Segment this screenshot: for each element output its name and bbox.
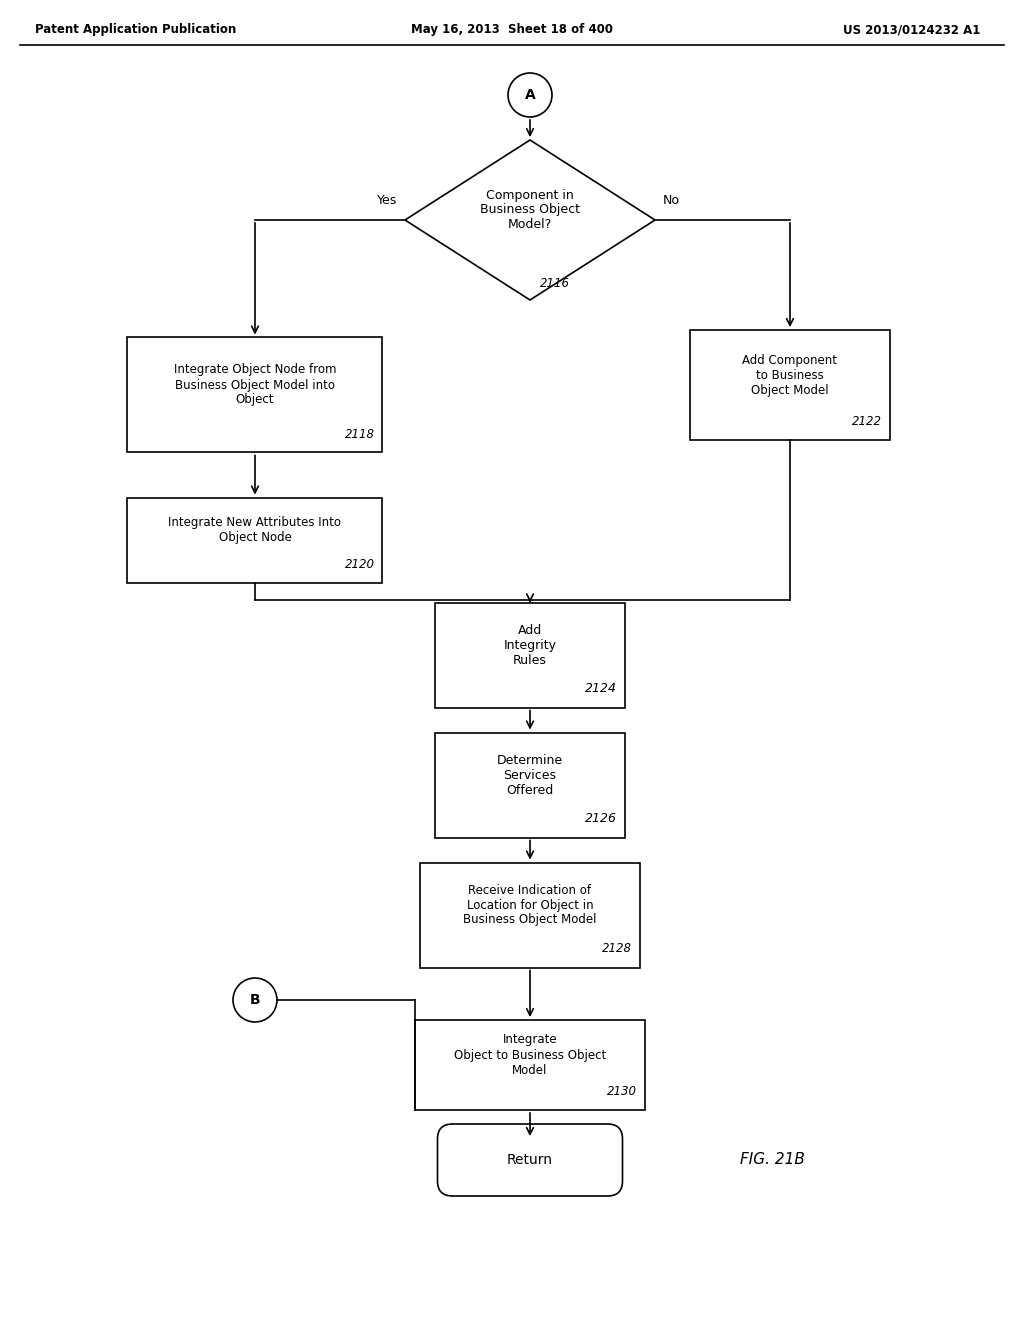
Bar bbox=[435, 602, 625, 708]
Text: A: A bbox=[524, 88, 536, 102]
Text: FIG. 21B: FIG. 21B bbox=[740, 1152, 805, 1167]
Text: Return: Return bbox=[507, 1152, 553, 1167]
Text: B: B bbox=[250, 993, 260, 1007]
Text: 2116: 2116 bbox=[540, 277, 570, 290]
Text: May 16, 2013  Sheet 18 of 400: May 16, 2013 Sheet 18 of 400 bbox=[411, 24, 613, 37]
Bar bbox=[690, 330, 890, 440]
Text: 2126: 2126 bbox=[585, 813, 617, 825]
Text: 2118: 2118 bbox=[344, 428, 375, 441]
Text: Integrate New Attributes Into
Object Node: Integrate New Attributes Into Object Nod… bbox=[169, 516, 341, 544]
Bar bbox=[415, 1020, 645, 1110]
Text: Yes: Yes bbox=[377, 194, 397, 206]
Text: 2130: 2130 bbox=[607, 1085, 637, 1098]
Circle shape bbox=[233, 978, 278, 1022]
Bar bbox=[128, 338, 383, 453]
Bar bbox=[420, 862, 640, 968]
Text: No: No bbox=[663, 194, 680, 206]
Text: US 2013/0124232 A1: US 2013/0124232 A1 bbox=[843, 24, 980, 37]
Text: Add
Integrity
Rules: Add Integrity Rules bbox=[504, 623, 556, 667]
Bar bbox=[128, 498, 383, 582]
Text: 2120: 2120 bbox=[344, 557, 375, 570]
Text: Determine
Services
Offered: Determine Services Offered bbox=[497, 754, 563, 796]
Polygon shape bbox=[406, 140, 655, 300]
Bar bbox=[435, 733, 625, 837]
FancyBboxPatch shape bbox=[437, 1125, 623, 1196]
Text: Patent Application Publication: Patent Application Publication bbox=[35, 24, 237, 37]
Text: 2124: 2124 bbox=[585, 682, 617, 696]
Text: Receive Indication of
Location for Object in
Business Object Model: Receive Indication of Location for Objec… bbox=[463, 883, 597, 927]
Text: Add Component
to Business
Object Model: Add Component to Business Object Model bbox=[742, 354, 838, 396]
Text: Component in
Business Object
Model?: Component in Business Object Model? bbox=[480, 189, 580, 231]
Text: 2128: 2128 bbox=[602, 942, 632, 956]
Text: 2122: 2122 bbox=[852, 414, 882, 428]
Text: Integrate Object Node from
Business Object Model into
Object: Integrate Object Node from Business Obje… bbox=[174, 363, 336, 407]
Circle shape bbox=[508, 73, 552, 117]
Text: Integrate
Object to Business Object
Model: Integrate Object to Business Object Mode… bbox=[454, 1034, 606, 1077]
